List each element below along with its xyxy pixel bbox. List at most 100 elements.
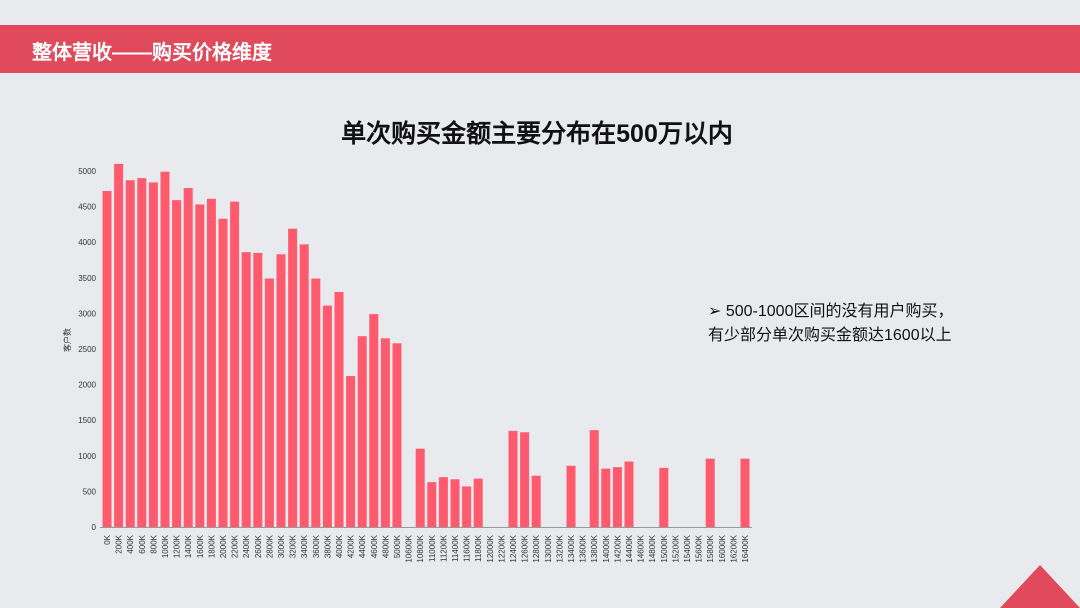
y-axis-label: 客户数 xyxy=(62,328,72,352)
bar xyxy=(206,198,216,527)
x-tick-label: 4400K xyxy=(358,534,367,558)
bar xyxy=(427,482,437,527)
x-tick-label: 4000K xyxy=(335,534,344,558)
y-tick-label: 4000 xyxy=(78,238,96,247)
x-tick-label: 1000K xyxy=(161,534,170,558)
x-tick-label: 3600K xyxy=(312,534,321,558)
bar xyxy=(740,458,750,527)
bar xyxy=(566,465,576,527)
bar xyxy=(473,478,483,527)
header-band xyxy=(0,25,1080,73)
bar xyxy=(241,252,251,527)
x-tick-label: 16400K xyxy=(741,534,750,562)
x-tick-label: 15800K xyxy=(706,534,715,562)
x-tick-label: 11600K xyxy=(463,534,472,562)
corner-decoration xyxy=(1000,565,1080,608)
x-tick-label: 4800K xyxy=(381,534,390,558)
x-tick-label: 11000K xyxy=(428,534,437,562)
bar xyxy=(218,218,228,528)
bar xyxy=(148,182,158,527)
x-tick-label: 800K xyxy=(149,534,158,553)
x-tick-label: 1800K xyxy=(207,534,216,558)
y-tick-label: 1000 xyxy=(78,452,96,461)
bar xyxy=(311,278,321,527)
bar xyxy=(322,305,332,527)
y-tick-label: 2500 xyxy=(78,345,96,354)
bar xyxy=(264,278,274,527)
x-tick-label: 15000K xyxy=(660,534,669,562)
bar xyxy=(612,467,622,527)
x-tick-label: 4200K xyxy=(347,534,356,558)
x-tick-label: 600K xyxy=(138,534,147,553)
y-tick-label: 2000 xyxy=(78,381,96,390)
bar xyxy=(137,178,147,527)
bar xyxy=(172,200,182,527)
bar xyxy=(531,475,541,527)
x-tick-label: 3200K xyxy=(289,534,298,558)
bar xyxy=(438,477,448,527)
y-tick-label: 5000 xyxy=(78,167,96,176)
x-tick-label: 1600K xyxy=(196,534,205,558)
y-tick-label: 4500 xyxy=(78,203,96,212)
x-tick-label: 10600K xyxy=(405,534,414,562)
bar xyxy=(299,244,309,527)
x-tick-label: 12800K xyxy=(532,534,541,562)
y-tick-label: 0 xyxy=(92,523,97,532)
x-tick-label: 13600K xyxy=(579,534,588,562)
y-tick-label: 3500 xyxy=(78,274,96,283)
x-tick-label: 11200K xyxy=(439,534,448,562)
x-tick-label: 16200K xyxy=(729,534,738,562)
bar xyxy=(357,336,367,527)
bar xyxy=(125,180,135,528)
x-tick-label: 15600K xyxy=(695,534,704,562)
annotation: ➢ 500-1000区间的没有用户购买， 有少部分单次购买金额达1600以上 xyxy=(708,300,953,348)
bar xyxy=(230,201,240,527)
x-tick-label: 11400K xyxy=(451,534,460,562)
bar xyxy=(195,204,205,528)
bar xyxy=(334,292,344,527)
x-tick-label: 14000K xyxy=(602,534,611,562)
x-tick-label: 2400K xyxy=(242,534,251,558)
x-tick-label: 15400K xyxy=(683,534,692,562)
x-tick-label: 12400K xyxy=(509,534,518,562)
x-tick-label: 1400K xyxy=(184,534,193,558)
bar xyxy=(369,314,379,527)
bar xyxy=(508,430,518,527)
x-tick-label: 14800K xyxy=(648,534,657,562)
bar xyxy=(415,448,425,527)
bar xyxy=(450,479,460,527)
y-tick-label: 500 xyxy=(83,487,97,496)
x-tick-label: 14200K xyxy=(613,534,622,562)
bar xyxy=(114,163,124,527)
x-tick-label: 3000K xyxy=(277,534,286,558)
y-tick-label: 1500 xyxy=(78,416,96,425)
bar xyxy=(288,228,298,527)
bar xyxy=(589,430,599,527)
x-tick-label: 13400K xyxy=(567,534,576,562)
chart-title: 单次购买金额主要分布在500万以内 xyxy=(341,119,733,148)
x-tick-label: 13200K xyxy=(555,534,564,562)
x-tick-label: 0K xyxy=(103,534,112,544)
x-tick-label: 5000K xyxy=(393,534,402,558)
x-tick-label: 2200K xyxy=(231,534,240,558)
x-tick-label: 12600K xyxy=(521,534,530,562)
bar xyxy=(601,468,611,527)
bar xyxy=(160,171,170,527)
bar xyxy=(380,338,390,527)
y-tick-label: 3000 xyxy=(78,309,96,318)
bar xyxy=(659,467,669,527)
bar xyxy=(462,486,472,527)
bar xyxy=(276,254,286,527)
bar xyxy=(102,190,112,527)
x-tick-label: 12200K xyxy=(497,534,506,562)
bar xyxy=(624,461,634,527)
x-tick-label: 3800K xyxy=(323,534,332,558)
bar xyxy=(253,252,263,527)
x-tick-label: 11800K xyxy=(474,534,483,562)
x-tick-label: 14400K xyxy=(625,534,634,562)
x-tick-label: 3400K xyxy=(300,534,309,558)
slide-title: 整体营收——购买价格维度 xyxy=(32,42,272,64)
bar xyxy=(520,432,530,527)
